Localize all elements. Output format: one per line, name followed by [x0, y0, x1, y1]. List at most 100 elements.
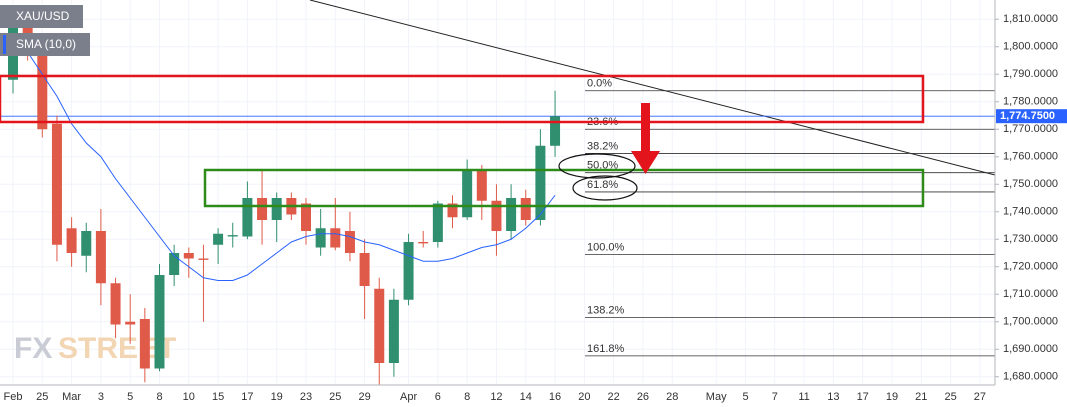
x-tick-label: 5	[742, 391, 748, 403]
candle-body	[169, 253, 180, 275]
y-tick-label: 1,730.0000	[1003, 233, 1058, 245]
candle-body	[213, 233, 224, 245]
y-tick-label: 1,680.0000	[1003, 371, 1058, 383]
x-tick-label: 29	[358, 391, 370, 403]
x-tick-label: 14	[520, 391, 532, 403]
candle-body	[51, 123, 62, 245]
y-tick-label: 1,770.0000	[1003, 123, 1058, 135]
plot: 0.0%23.6%38.2%50.0%61.8%100.0%138.2%161.…	[0, 5, 995, 385]
x-tick-label: Feb	[4, 391, 23, 403]
candle-body	[535, 145, 546, 220]
y-tick-label: 1,690.0000	[1003, 343, 1058, 355]
y-tick-label: 1,780.0000	[1003, 96, 1058, 108]
y-tick-label: 1,750.0000	[1003, 178, 1058, 190]
x-tick-label: 17	[241, 391, 253, 403]
legend-swatch	[3, 35, 6, 54]
candle-body	[520, 198, 531, 220]
candle-body	[374, 288, 385, 363]
support-zone	[203, 168, 925, 208]
candle-body	[125, 321, 136, 325]
candle-body	[330, 228, 341, 248]
y-tick-label: 1,710.0000	[1003, 288, 1058, 300]
x-tick-label: May	[706, 391, 727, 403]
candle-body	[403, 242, 414, 300]
y-tick-label: 1,700.0000	[1003, 316, 1058, 328]
x-tick-label: 23	[300, 391, 312, 403]
legend-box	[0, 5, 83, 28]
x-tick-label: 21	[915, 391, 927, 403]
candle-body	[462, 170, 473, 218]
candle-body	[257, 198, 268, 220]
arrow-head	[631, 151, 660, 174]
x-tick-label: 19	[271, 391, 283, 403]
watermark: FX STREET	[14, 332, 176, 365]
candle-body	[550, 116, 561, 146]
x-tick-label: Apr	[400, 391, 417, 403]
candle-body	[432, 203, 443, 242]
y-tick-label: 1,800.0000	[1003, 41, 1058, 53]
x-tick-label: 19	[886, 391, 898, 403]
x-tick-label: 6	[435, 391, 441, 403]
y-tick-label: 1,760.0000	[1003, 151, 1058, 163]
x-tick-label: 17	[857, 391, 869, 403]
x-tick-label: 20	[578, 391, 590, 403]
candle-body	[37, 49, 48, 130]
candle-body	[139, 319, 150, 369]
candle-body	[242, 198, 253, 237]
fib-label: 61.8%	[587, 179, 618, 191]
candle-body	[315, 228, 326, 248]
candle-body	[66, 228, 77, 253]
fib-label: 138.2%	[587, 304, 625, 316]
candle-body	[388, 299, 399, 363]
down-arrow	[631, 103, 660, 174]
candle-body	[506, 198, 517, 231]
candle-body	[81, 231, 92, 256]
x-tick-label: Mar	[62, 391, 81, 403]
fib-label: 0.0%	[587, 78, 612, 90]
candle-body	[95, 231, 106, 284]
x-tick-label: 11	[798, 391, 809, 403]
x-tick-label: 13	[827, 391, 839, 403]
fib-label: 38.2%	[587, 140, 618, 152]
candle-body	[476, 170, 487, 201]
candle-body	[110, 283, 121, 325]
candle-body	[447, 203, 458, 218]
x-tick-label: 15	[212, 391, 224, 403]
x-tick-label: 10	[183, 391, 195, 403]
trend-line	[309, 0, 996, 176]
legend-symbol: XAU/USD	[16, 9, 70, 23]
arrow-shaft	[641, 103, 650, 153]
watermark-fx: FX	[14, 332, 52, 365]
y-tick-label: 1,790.0000	[1003, 68, 1058, 80]
sma-line	[12, 38, 556, 281]
x-tick-label: 26	[637, 391, 649, 403]
x-tick-label: 28	[666, 391, 678, 403]
resistance-zone	[0, 74, 925, 124]
fib-label: 161.8%	[587, 343, 625, 355]
x-tick-label: 5	[127, 391, 133, 403]
candle-body	[418, 242, 429, 244]
candle-body	[301, 203, 311, 231]
y-tick-label: 1,720.0000	[1003, 261, 1058, 273]
candle-body	[271, 198, 282, 220]
x-tick-label: 7	[772, 391, 778, 403]
x-tick-label: 16	[549, 391, 561, 403]
x-tick-label: 25	[944, 391, 956, 403]
fib-label: 50.0%	[587, 160, 618, 172]
grid	[0, 0, 995, 385]
x-tick-label: 3	[98, 391, 104, 403]
candle-body	[183, 253, 194, 259]
candle-body	[227, 235, 238, 237]
candle-body	[198, 258, 209, 260]
x-tick-label: 25	[36, 391, 48, 403]
x-tick-label: 22	[608, 391, 620, 403]
x-tick-label: 8	[464, 391, 470, 403]
fib-label: 100.0%	[587, 242, 625, 254]
legend-box	[0, 33, 90, 56]
legend-sma: SMA (10,0)	[16, 37, 76, 51]
x-tick-label: 12	[490, 391, 502, 403]
highlight-ellipse	[558, 153, 636, 179]
last-price-box	[996, 109, 1067, 124]
highlight-ellipse	[572, 175, 638, 201]
